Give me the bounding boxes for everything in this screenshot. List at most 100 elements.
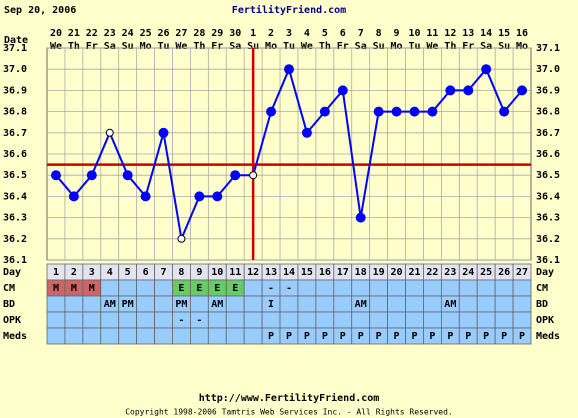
row-cell: [243, 327, 263, 345]
row-cell: [136, 327, 155, 345]
row-cell: [494, 279, 514, 297]
date-label: 11: [426, 28, 438, 39]
day-number: 12: [247, 267, 259, 278]
date-label: 2: [268, 28, 274, 39]
row-label: BD: [3, 299, 15, 310]
y-tick-label: 36.1: [3, 255, 27, 266]
day-number: 25: [480, 267, 492, 278]
weekday-label: Sa: [480, 41, 492, 52]
temperature-point-open: [177, 234, 186, 243]
y-tick-label-right: 36.7: [536, 128, 560, 139]
cell-text: -: [286, 283, 292, 294]
temperature-point: [445, 85, 456, 96]
weekday-label: Sa: [104, 41, 116, 52]
footer-copyright: Copyright 1998-2006 Tamtris Web Services…: [125, 408, 453, 417]
row-cell: [225, 295, 245, 313]
temperature-point: [68, 191, 79, 202]
date-label: 12: [444, 28, 456, 39]
row-cell: [369, 295, 388, 313]
y-tick-label-right: 36.2: [536, 234, 560, 245]
row-cell: [82, 327, 102, 345]
row-label-right: Meds: [536, 331, 560, 342]
day-number: 9: [196, 267, 202, 278]
row-cell: [476, 311, 496, 329]
row-cell: [207, 311, 227, 329]
y-tick-label-right: 36.1: [536, 255, 560, 266]
temperature-point: [391, 106, 402, 117]
date-label: 30: [229, 28, 241, 39]
row-cell: [136, 279, 155, 297]
y-tick-label-right: 36.8: [536, 107, 560, 118]
day-number: 24: [462, 267, 474, 278]
weekday-label: We: [426, 41, 438, 52]
row-cell: [46, 295, 66, 313]
temperature-point: [230, 170, 241, 181]
y-tick-label: 36.5: [3, 170, 27, 181]
cell-text: P: [340, 331, 346, 342]
day-number: 16: [319, 267, 331, 278]
row-cell: [297, 311, 317, 329]
day-number: 5: [125, 267, 131, 278]
row-label: Meds: [3, 331, 27, 342]
date-label: 23: [104, 28, 116, 39]
cell-text: I: [268, 299, 274, 310]
row-label-right: OPK: [536, 315, 554, 326]
day-number: 3: [89, 267, 95, 278]
row-cell: [315, 279, 335, 297]
row-cell: [243, 295, 263, 313]
cell-text: -: [196, 315, 202, 326]
row-cell: [458, 279, 478, 297]
date-label: 4: [304, 28, 310, 39]
day-number: 11: [229, 267, 241, 278]
row-cell: [476, 279, 496, 297]
row-cell: [440, 311, 460, 329]
cell-text: E: [178, 283, 184, 294]
weekday-label: We: [175, 41, 187, 52]
temperature-point: [355, 212, 366, 223]
y-tick-label: 36.4: [3, 191, 27, 202]
date-label: 5: [322, 28, 328, 39]
day-number: 22: [426, 267, 438, 278]
row-cell: [279, 295, 299, 313]
cell-text: P: [501, 331, 507, 342]
temperature-point: [158, 127, 169, 138]
day-number: 19: [373, 267, 385, 278]
chart-title: FertilityFriend.com: [232, 4, 346, 16]
row-cell: [190, 295, 209, 313]
row-cell: [494, 295, 514, 313]
weekday-label: Tu: [157, 41, 169, 52]
y-tick-label-right: 36.6: [536, 149, 560, 160]
y-tick-label: 36.6: [3, 149, 27, 160]
y-tick-label-right: 37.0: [536, 64, 560, 75]
day-number: 23: [444, 267, 456, 278]
row-cell: [100, 311, 120, 329]
row-cell: [494, 311, 514, 329]
cell-text: M: [89, 283, 95, 294]
temperature-point: [301, 127, 312, 138]
y-tick-label: 36.2: [3, 234, 27, 245]
date-label: 28: [193, 28, 205, 39]
day-number: 20: [391, 267, 403, 278]
row-cell: [423, 279, 442, 297]
day-number: 15: [301, 267, 313, 278]
footer-url: http://www.FertilityFriend.com: [199, 392, 380, 404]
temperature-point: [373, 106, 384, 117]
weekday-label: Th: [68, 41, 80, 52]
weekday-label: Su: [373, 41, 385, 52]
y-tick-label: 37.1: [3, 43, 27, 54]
cell-text: P: [358, 331, 364, 342]
row-label: Day: [3, 267, 21, 278]
row-cell: [154, 295, 173, 313]
temperature-point: [284, 64, 294, 75]
y-tick-label-right: 36.5: [536, 170, 560, 181]
row-cell: [136, 311, 155, 329]
cell-text: P: [268, 331, 274, 342]
date-label: 24: [122, 28, 134, 39]
temperature-point: [409, 106, 420, 117]
y-tick-label: 36.7: [3, 128, 27, 139]
cell-text: M: [53, 283, 59, 294]
row-cell: [64, 295, 84, 313]
row-cell: [243, 279, 263, 297]
date-label: Date: [4, 35, 28, 46]
